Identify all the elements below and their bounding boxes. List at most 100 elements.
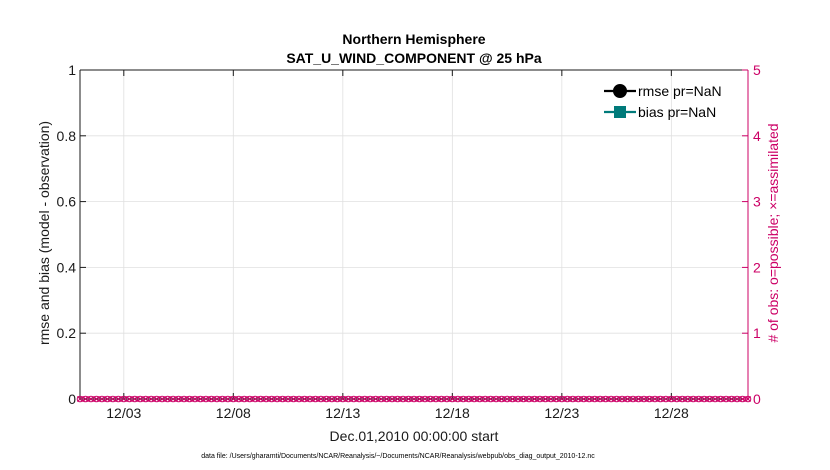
y-tick-label-4: 0.8 [57,128,77,144]
y-right-tick-label-2: 2 [753,259,761,275]
obs-assimilated-stroke-b [252,396,259,402]
obs-assimilated-point-61 [411,396,417,402]
obs-assimilated-point-74 [482,396,489,402]
obs-assimilated-stroke-b [526,396,532,402]
obs-assimilated-stroke-b [569,396,576,402]
obs-assimilated-stroke-b [186,396,193,402]
obs-assimilated-point-93 [586,396,593,402]
obs-assimilated-stroke-b [208,396,215,402]
obs-assimilated-stroke-b [438,396,445,402]
obs-assimilated-stroke-b [558,396,565,402]
obs-assimilated-stroke-b [87,396,94,402]
x-tick-label-4: 12/23 [544,405,579,421]
obs-assimilated-stroke-b [142,396,149,402]
obs-assimilated-stroke-b [279,396,286,402]
obs-assimilated-stroke-b [235,396,242,402]
obs-assimilated-stroke-b [202,396,209,402]
obs-assimilated-stroke-b [192,396,198,402]
obs-assimilated-stroke-b [394,396,401,402]
y-tick-label-5: 1 [68,62,76,78]
obs-assimilated-stroke-b [257,396,264,402]
obs-assimilated-stroke-b [476,396,483,402]
obs-assimilated-point-111 [684,396,691,402]
obs-assimilated-stroke-b [728,396,735,402]
obs-assimilated-point-73 [476,396,483,402]
y-right-tick-label-5: 5 [753,62,761,78]
obs-assimilated-stroke-b [77,396,83,402]
obs-assimilated-stroke-b [328,396,335,402]
obs-assimilated-stroke-b [575,396,582,402]
obs-assimilated-point-92 [580,396,587,402]
obs-assimilated-point-100 [624,396,631,402]
obs-assimilated-point-51 [356,396,363,402]
obs-assimilated-stroke-b [673,396,680,402]
obs-assimilated-stroke-b [317,396,324,402]
obs-assimilated-stroke-b [717,396,724,402]
obs-assimilated-stroke-b [164,396,171,402]
obs-assimilated-stroke-b [504,396,511,402]
obs-assimilated-point-66 [438,396,445,402]
obs-assimilated-stroke-b [246,396,253,402]
obs-assimilated-point-22 [197,396,204,402]
obs-assimilated-stroke-b [285,396,292,402]
obs-assimilated-point-112 [690,396,697,402]
obs-assimilated-stroke-b [120,396,127,402]
obs-assimilated-point-36 [274,396,281,402]
obs-assimilated-stroke-b [421,396,428,402]
obs-assimilated-point-23 [202,396,209,402]
obs-assimilated-point-82 [526,396,532,402]
obs-assimilated-point-68 [449,396,456,402]
obs-assimilated-point-57 [389,396,396,402]
obs-assimilated-stroke-b [400,396,407,402]
x-axis: 12/03 12/08 12/13 12/18 12/23 12/28 [106,70,689,421]
obs-assimilated-stroke-b [109,396,116,402]
y-tick-label-3: 0.6 [57,194,77,210]
obs-assimilated-point-85 [542,396,549,402]
obs-assimilated-stroke-b [580,396,587,402]
legend-marker-rmse [613,84,627,98]
obs-assimilated-stroke-b [131,396,138,402]
obs-assimilated-stroke-b [405,396,412,402]
legend-label-0: rmse pr=NaN [638,83,722,99]
x-axis-label: Dec.01,2010 00:00:00 start [330,428,499,444]
obs-assimilated-point-113 [695,396,702,402]
x-tick-label-3: 12/18 [435,405,470,421]
obs-assimilated-point-4 [98,396,105,402]
obs-assimilated-point-96 [602,396,609,402]
obs-assimilated-stroke-b [383,396,390,402]
obs-assimilated-point-76 [493,396,500,402]
obs-assimilated-point-40 [296,396,302,402]
obs-assimilated-stroke-b [542,396,549,402]
obs-assimilated-stroke-b [307,396,313,402]
y-axis-right-label: # of obs: o=possible; ×=assimilated [765,123,781,342]
obs-assimilated-stroke-b [536,396,543,402]
obs-assimilated-stroke-b [734,396,741,402]
obs-assimilated-stroke-b [553,396,560,402]
obs-assimilated-stroke-b [263,396,270,402]
obs-assimilated-point-53 [367,396,374,402]
obs-assimilated-point-24 [208,396,215,402]
obs-assimilated-stroke-b [712,396,719,402]
obs-assimilated-point-2 [87,396,94,402]
obs-assimilated-point-39 [290,396,297,402]
obs-assimilated-stroke-b [334,396,341,402]
y-axis-label: rmse and bias (model - observation) [36,121,52,345]
obs-assimilated-stroke-b [115,396,122,402]
obs-assimilated-point-25 [213,396,220,402]
obs-assimilated-point-49 [345,396,352,402]
obs-assimilated-stroke-b [197,396,204,402]
y-right-tick-label-4: 4 [753,128,761,144]
obs-assimilated-point-42 [307,396,313,402]
obs-assimilated-point-13 [148,396,155,402]
obs-assimilated-stroke-b [224,396,231,402]
obs-assimilated-point-32 [252,396,259,402]
obs-assimilated-point-15 [159,396,166,402]
obs-assimilated-point-31 [246,396,253,402]
obs-assimilated-point-9 [126,396,133,402]
obs-assimilated-stroke-b [493,396,500,402]
obs-assimilated-point-87 [553,396,560,402]
obs-assimilated-stroke-b [93,396,100,402]
obs-assimilated-stroke-b [449,396,456,402]
obs-assimilated-point-41 [301,396,308,402]
